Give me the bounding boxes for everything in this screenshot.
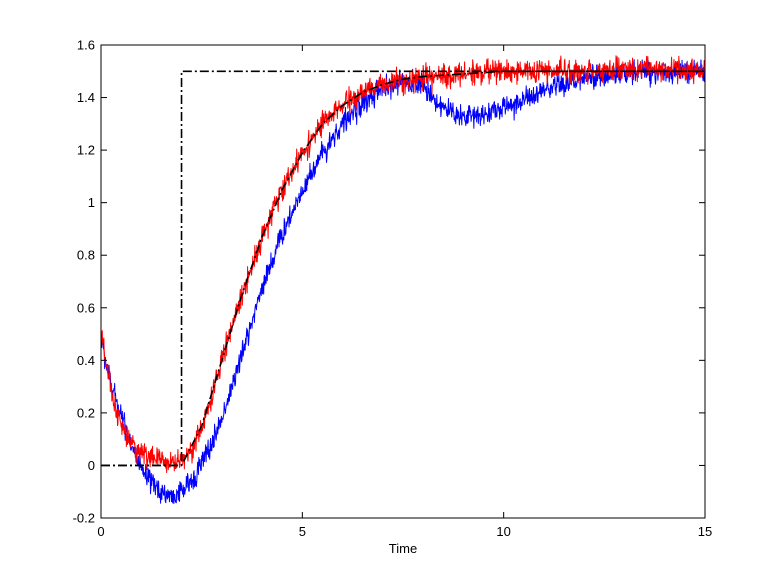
y-tick-label: 1.4 bbox=[77, 90, 95, 105]
plot-frame bbox=[100, 44, 706, 519]
series-line-0 bbox=[101, 70, 705, 467]
x-axis-label: Time bbox=[389, 541, 417, 556]
y-tick-label: 0.2 bbox=[77, 405, 95, 420]
y-tick-label: 0 bbox=[88, 458, 95, 473]
x-tick-label: 15 bbox=[698, 524, 712, 539]
x-tick-label: 5 bbox=[299, 524, 306, 539]
y-tick-label: 1.6 bbox=[77, 38, 95, 53]
x-tick-label: 0 bbox=[97, 524, 104, 539]
series-layer bbox=[101, 55, 705, 505]
y-tick-label: 1 bbox=[88, 195, 95, 210]
y-tick-label: -0.2 bbox=[73, 511, 95, 526]
y-tick-label: 0.4 bbox=[77, 353, 95, 368]
y-tick-label: 0.6 bbox=[77, 300, 95, 315]
x-tick-label: 10 bbox=[496, 524, 510, 539]
series-line-2 bbox=[101, 59, 705, 505]
y-tick-label: 0.8 bbox=[77, 248, 95, 263]
series-line-1 bbox=[101, 70, 705, 467]
ticks-layer: 0 5 10 15-0.200.20.40.60.811.21.41.6 bbox=[73, 38, 713, 540]
y-tick-label: 1.2 bbox=[77, 143, 95, 158]
series-line-3 bbox=[101, 55, 705, 473]
